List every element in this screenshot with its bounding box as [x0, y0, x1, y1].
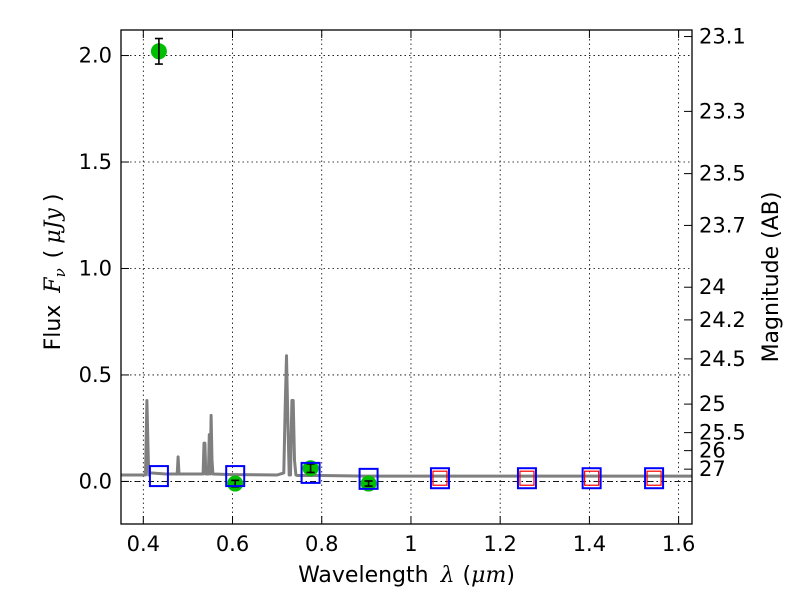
y-tick-label: 1.0	[79, 256, 112, 280]
magnitude-tick-label: 27	[699, 457, 726, 481]
y-tick-label: 1.5	[79, 150, 112, 174]
magnitude-axis-label: Magnitude (AB)	[759, 192, 784, 363]
model-photometry-marker	[300, 461, 321, 484]
y-axis-label: FluxFν(μJy)	[41, 194, 69, 351]
upper-limits	[432, 470, 662, 486]
plot-frame	[120, 29, 693, 525]
magnitude-tick-label: 23.1	[699, 25, 746, 49]
model-photometry-marker	[644, 467, 665, 490]
x-tick-label: 0.8	[305, 532, 338, 556]
magnitude-tick-label: 23.3	[699, 99, 746, 123]
y-tick-label: 0.0	[79, 469, 112, 493]
x-tick-label: 1.4	[573, 532, 606, 556]
axis-ticks: 0.4 0.6 0.8 1 1.2 1.4 1.6 0.0 0.5 1.0 1.5 2.0 23.1 23…	[79, 25, 746, 556]
x-tick-label: 0.6	[216, 532, 249, 556]
x-tick-label: 1.2	[483, 532, 516, 556]
magnitude-tick-label: 23.5	[699, 162, 746, 186]
model-photometry-marker	[358, 467, 379, 490]
sed-model-line	[121, 354, 692, 478]
x-tick-label: 0.4	[127, 532, 160, 556]
x-tick-label: 1.6	[662, 532, 695, 556]
x-axis-label: Wavelength λ (μm)	[298, 563, 515, 588]
model-photometry	[148, 461, 665, 490]
magnitude-tick-label: 24.2	[699, 308, 746, 332]
magnitude-tick-label: 26	[699, 439, 726, 463]
magnitude-tick-label: 25	[699, 392, 726, 416]
magnitude-tick-label: 23.7	[699, 213, 746, 237]
y-tick-label: 0.5	[79, 363, 112, 387]
y-tick-label: 2.0	[79, 44, 112, 68]
upper-limit-marker	[432, 470, 448, 486]
model-photometry-marker	[225, 465, 246, 488]
sed-model-curve	[121, 354, 692, 478]
magnitude-tick-label: 24	[699, 275, 726, 299]
model-photometry-marker	[429, 467, 450, 490]
upper-limit-marker	[584, 470, 600, 486]
magnitude-tick-label: 25.5	[699, 421, 746, 445]
model-photometry-marker	[148, 465, 169, 488]
model-photometry-marker	[581, 467, 602, 490]
upper-limit-marker	[519, 470, 535, 486]
upper-limit-marker	[646, 470, 662, 486]
model-photometry-marker	[516, 467, 537, 490]
x-tick-label: 1	[404, 532, 417, 556]
observed-photometry	[150, 37, 377, 492]
magnitude-tick-label: 24.5	[699, 347, 746, 371]
grid-lines	[121, 30, 692, 524]
